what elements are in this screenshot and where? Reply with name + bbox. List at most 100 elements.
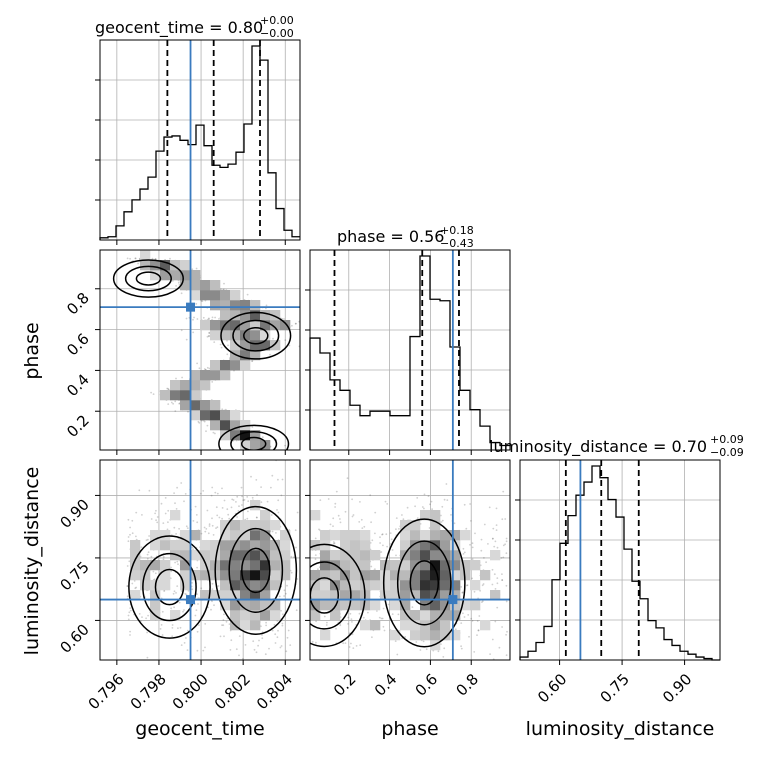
scatter-luminosity-distance-vs-geocent-time-sample-point <box>204 623 207 625</box>
scatter-phase-vs-geocent-time-sample-point <box>126 257 129 260</box>
scatter-luminosity-distance-vs-geocent-time-contour <box>142 552 197 622</box>
scatter-luminosity-distance-vs-phase-sample-point <box>473 590 476 593</box>
scatter-luminosity-distance-vs-phase-sample-point <box>425 648 428 651</box>
scatter-phase-vs-geocent-time-sample-point <box>206 424 209 427</box>
scatter-luminosity-distance-vs-phase-sample-point <box>339 521 342 524</box>
scatter-luminosity-distance-vs-phase-density-cell <box>370 580 381 591</box>
scatter-phase-vs-geocent-time-density-cell <box>160 270 171 281</box>
scatter-luminosity-distance-vs-phase-density-cell <box>460 530 471 541</box>
scatter-luminosity-distance-vs-geocent-time-sample-point <box>162 522 165 524</box>
scatter-luminosity-distance-vs-geocent-time-sample-point <box>258 639 260 642</box>
scatter-luminosity-distance-vs-geocent-time-sample-point <box>203 526 206 529</box>
scatter-luminosity-distance-vs-phase-sample-point <box>463 503 466 506</box>
scatter-luminosity-distance-vs-phase-sample-point <box>467 614 470 616</box>
scatter-luminosity-distance-vs-geocent-time-sample-point <box>174 502 176 505</box>
scatter-phase-vs-geocent-time-density-cell <box>210 320 221 331</box>
scatter-luminosity-distance-vs-geocent-time-sample-point <box>131 519 134 522</box>
scatter-luminosity-distance-vs-phase-sample-point <box>332 517 335 520</box>
scatter-luminosity-distance-vs-phase-sample-point <box>374 532 376 535</box>
scatter-luminosity-distance-vs-geocent-time-density-cell <box>180 560 191 571</box>
scatter-luminosity-distance-vs-geocent-time-sample-point <box>127 536 130 538</box>
scatter-luminosity-distance-vs-geocent-time-density-cell <box>280 540 291 551</box>
scatter-luminosity-distance-vs-geocent-time-density-cell <box>220 560 231 571</box>
scatter-luminosity-distance-vs-geocent-time-sample-point <box>216 514 219 517</box>
scatter-luminosity-distance-vs-phase-sample-point <box>496 582 499 585</box>
scatter-luminosity-distance-vs-phase-sample-point <box>445 483 448 485</box>
scatter-luminosity-distance-vs-geocent-time-sample-point <box>255 651 258 654</box>
scatter-luminosity-distance-vs-geocent-time-sample-point <box>146 631 149 634</box>
scatter-phase-vs-geocent-time-density-cell <box>180 380 191 391</box>
scatter-luminosity-distance-vs-phase-contour <box>382 518 466 648</box>
scatter-luminosity-distance-vs-phase-sample-point <box>359 501 361 503</box>
scatter-phase-vs-geocent-time-sample-point <box>265 304 268 307</box>
scatter-phase-vs-geocent-time-sample-point <box>177 281 180 284</box>
scatter-luminosity-distance-vs-phase-sample-point <box>326 621 328 624</box>
scatter-luminosity-distance-vs-phase-sample-point <box>360 518 363 521</box>
scatter-phase-vs-geocent-time-sample-point <box>192 331 195 334</box>
scatter-phase-vs-geocent-time-density-cell <box>170 270 181 281</box>
scatter-luminosity-distance-vs-phase-sample-point <box>479 589 481 592</box>
scatter-luminosity-distance-vs-phase-sample-point <box>347 623 349 625</box>
scatter-luminosity-distance-vs-phase-density-cell <box>320 560 331 571</box>
scatter-luminosity-distance-vs-geocent-time-sample-point <box>228 623 231 625</box>
scatter-luminosity-distance-vs-phase-density-cell <box>400 530 411 541</box>
scatter-luminosity-distance-vs-phase-sample-point <box>362 616 365 619</box>
scatter-luminosity-distance-vs-geocent-time-sample-point <box>271 629 274 632</box>
scatter-phase-vs-geocent-time-density-cell <box>160 390 171 401</box>
scatter-luminosity-distance-vs-geocent-time-sample-point <box>260 486 262 488</box>
scatter-luminosity-distance-vs-geocent-time-sample-point <box>128 611 131 614</box>
scatter-luminosity-distance-vs-phase-density-cell <box>400 520 411 531</box>
scatter-phase-vs-geocent-time-density-cell <box>190 400 201 411</box>
scatter-luminosity-distance-vs-geocent-time-sample-point <box>222 619 225 621</box>
scatter-luminosity-distance-vs-phase-sample-point <box>369 494 372 497</box>
scatter-luminosity-distance-vs-phase-sample-point <box>367 611 369 614</box>
scatter-luminosity-distance-vs-geocent-time-sample-point <box>277 478 279 481</box>
scatter-phase-vs-geocent-time-sample-point <box>208 334 210 337</box>
scatter-luminosity-distance-vs-phase-density-cell <box>320 530 331 541</box>
scatter-phase-vs-geocent-time-sample-point <box>220 288 222 291</box>
scatter-luminosity-distance-vs-geocent-time-density-cell <box>220 570 231 581</box>
scatter-luminosity-distance-vs-geocent-time-density-cell <box>200 590 211 601</box>
scatter-luminosity-distance-vs-phase-sample-point <box>376 610 378 612</box>
scatter-luminosity-distance-vs-geocent-time-sample-point <box>175 533 178 535</box>
scatter-luminosity-distance-vs-phase-density-cell <box>470 600 481 611</box>
scatter-luminosity-distance-vs-phase-sample-point <box>350 642 352 645</box>
scatter-luminosity-distance-vs-phase-density-cell <box>410 540 421 551</box>
scatter-luminosity-distance-vs-phase-sample-point <box>371 539 374 542</box>
scatter-luminosity-distance-vs-phase-sample-point <box>352 647 355 649</box>
scatter-phase-vs-geocent-time-sample-point <box>187 410 189 413</box>
scatter-luminosity-distance-vs-phase-sample-point <box>492 537 494 540</box>
scatter-luminosity-distance-vs-geocent-time-density-cell <box>260 530 271 541</box>
scatter-luminosity-distance-vs-geocent-time-sample-point <box>261 637 264 640</box>
scatter-phase-vs-geocent-time-density-cell <box>240 440 251 450</box>
scatter-luminosity-distance-vs-phase-density-cell <box>350 590 361 601</box>
scatter-phase-vs-geocent-time-sample-point <box>211 381 214 383</box>
scatter-phase-vs-geocent-time-density-cell <box>210 290 221 301</box>
scatter-luminosity-distance-vs-phase-points <box>310 477 508 660</box>
scatter-luminosity-distance-vs-phase-sample-point <box>314 554 317 556</box>
scatter-luminosity-distance-vs-geocent-time-sample-point <box>227 513 230 516</box>
scatter-luminosity-distance-vs-geocent-time-sample-point <box>208 523 211 526</box>
hist-phase-frame <box>309 249 511 451</box>
scatter-phase-vs-geocent-time-sample-point <box>201 300 204 303</box>
scatter-phase-vs-geocent-time-density-cell <box>240 340 251 351</box>
scatter-luminosity-distance-vs-geocent-time-sample-point <box>222 624 225 627</box>
scatter-luminosity-distance-vs-geocent-time-sample-point <box>231 498 234 501</box>
scatter-luminosity-distance-vs-geocent-time-sample-point <box>135 586 138 589</box>
scatter-luminosity-distance-vs-phase-sample-point <box>442 656 445 658</box>
scatter-luminosity-distance-vs-geocent-time-density-cell <box>130 570 141 581</box>
scatter-luminosity-distance-vs-geocent-time-sample-point <box>280 494 283 497</box>
scatter-luminosity-distance-vs-phase-density-cell <box>430 530 441 541</box>
scatter-phase-vs-geocent-time-sample-point <box>295 322 297 325</box>
scatter-phase-vs-geocent-time-density-cell <box>210 370 221 381</box>
title-luminosity-distance-plus: +0.09 <box>710 433 744 446</box>
scatter-luminosity-distance-vs-geocent-time-sample-point <box>141 616 143 618</box>
scatter-phase-vs-geocent-time-density-cell <box>230 410 241 421</box>
scatter-luminosity-distance-vs-geocent-time-sample-point <box>256 516 258 519</box>
scatter-luminosity-distance-vs-phase-sample-point <box>470 617 473 620</box>
scatter-luminosity-distance-vs-geocent-time-sample-point <box>194 614 197 617</box>
scatter-luminosity-distance-vs-geocent-time-sample-point <box>205 528 208 530</box>
scatter-phase-vs-geocent-time-density-cell <box>190 390 201 401</box>
scatter-luminosity-distance-vs-geocent-time-sample-point <box>196 566 199 569</box>
scatter-luminosity-distance-vs-phase-density-cell <box>430 550 441 561</box>
